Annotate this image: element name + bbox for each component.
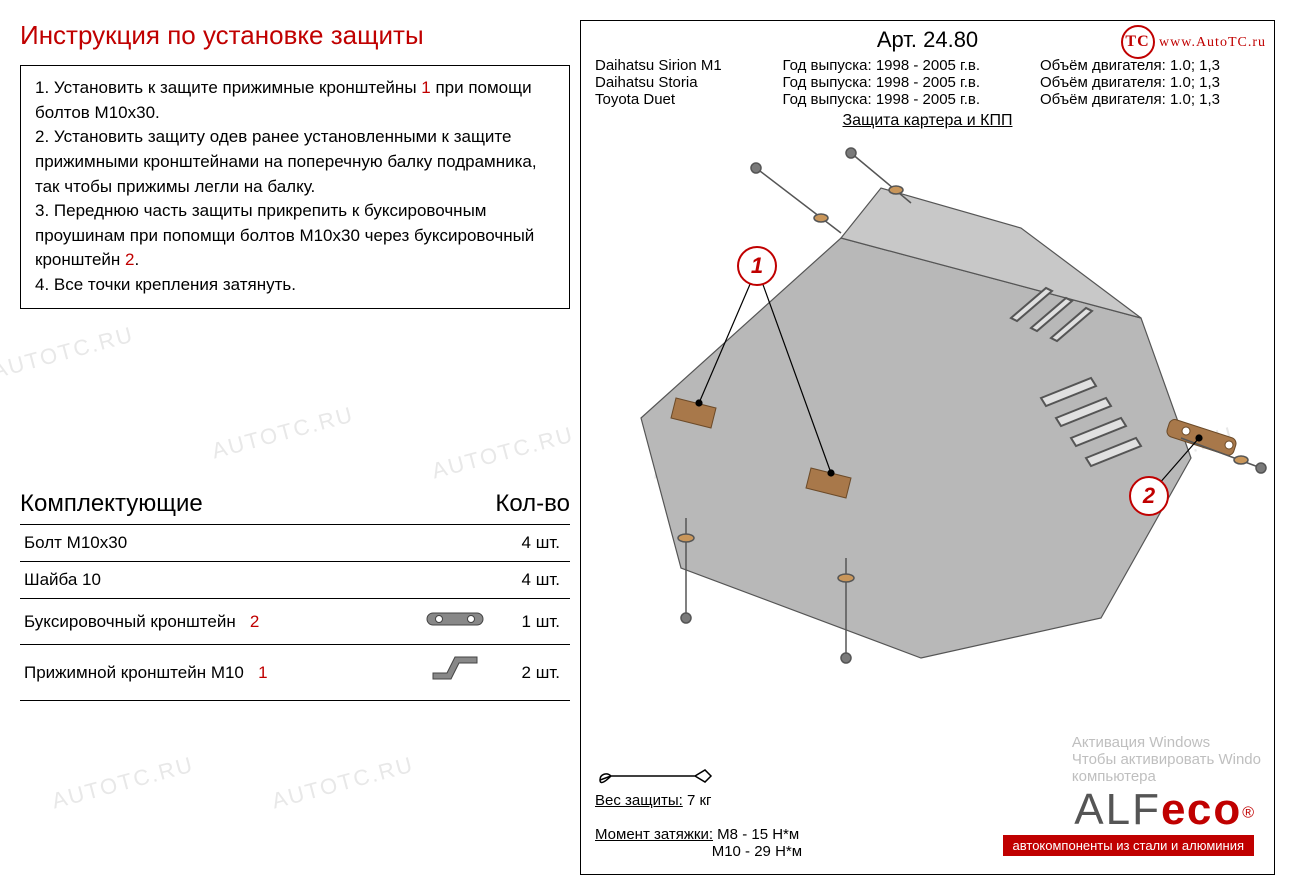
activ-l2: Чтобы активировать Windo xyxy=(1072,751,1261,768)
spec-model: Daihatsu Sirion M1 xyxy=(595,57,765,74)
site-stamp: TC www.AutoTC.ru xyxy=(1121,25,1266,59)
step3-ref: 2 xyxy=(125,250,134,269)
wrench-icon xyxy=(595,766,715,788)
step1-a: 1. Установить к защите прижимные кронште… xyxy=(35,78,421,97)
brand-logo: ALFесо® автокомпоненты из стали и алюмин… xyxy=(1003,785,1254,856)
comp-qty: 2 шт. xyxy=(490,645,570,701)
left-panel: Инструкция по установке защиты 1. Устано… xyxy=(20,20,570,309)
spec-year: Год выпуска: 1998 - 2005 г.в. xyxy=(783,74,1023,91)
comp-name: Прижимной кронштейн М10 1 xyxy=(20,645,420,701)
skid-plate-diagram xyxy=(581,138,1276,698)
table-row: Прижимной кронштейн М10 1 2 шт. xyxy=(20,645,570,701)
step4: 4. Все точки крепления затянуть. xyxy=(35,275,296,294)
table-row: Шайба 10 4 шт. xyxy=(20,562,570,599)
logo-r: ® xyxy=(1242,805,1254,822)
site-url: www.AutoTC.ru xyxy=(1159,35,1266,50)
spec-engine: Объём двигателя: 1.0; 1,3 xyxy=(1040,57,1260,74)
bracket-tow-icon xyxy=(420,599,490,645)
torque-2: М10 - 29 Н*м xyxy=(712,843,802,860)
spec-row: Toyota Duet Год выпуска: 1998 - 2005 г.в… xyxy=(595,91,1260,108)
comp-qty: 4 шт. xyxy=(490,562,570,599)
product-subtitle: Защита картера и КПП xyxy=(595,112,1260,130)
instructions-box: 1. Установить к защите прижимные кронште… xyxy=(20,65,570,309)
components-section: Комплектующие Кол-во Болт М10х30 4 шт. Ш… xyxy=(20,490,570,701)
components-header-left: Комплектующие xyxy=(20,490,203,518)
step3-b: . xyxy=(135,250,140,269)
step1-ref: 1 xyxy=(421,78,430,97)
footer-info: Вес защиты: 7 кг Момент затяжки: М8 - 15… xyxy=(595,766,802,860)
weight-value: 7 кг xyxy=(683,792,712,809)
torque-label: Момент затяжки: xyxy=(595,826,713,843)
components-header: Комплектующие Кол-во xyxy=(20,490,570,525)
activ-l3: компьютера xyxy=(1072,768,1156,785)
comp-qty: 4 шт. xyxy=(490,525,570,562)
weight-label: Вес защиты: xyxy=(595,792,683,809)
spec-row: Daihatsu Sirion M1 Год выпуска: 1998 - 2… xyxy=(595,57,1260,74)
bracket-clamp-icon xyxy=(420,645,490,701)
spec-table: Daihatsu Sirion M1 Год выпуска: 1998 - 2… xyxy=(581,53,1274,138)
logo-main: ALF xyxy=(1074,785,1161,834)
comp-label: Прижимной кронштейн М10 xyxy=(24,663,244,682)
callout-1: 1 xyxy=(737,246,777,286)
comp-name: Болт М10х30 xyxy=(20,525,420,562)
page-title: Инструкция по установке защиты xyxy=(20,20,570,51)
comp-name: Буксировочный кронштейн 2 xyxy=(20,599,420,645)
comp-ref: 2 xyxy=(250,612,259,631)
activ-l1: Активация Windows xyxy=(1072,734,1210,751)
watermark: AUTOTC.RU xyxy=(429,422,577,485)
table-row: Буксировочный кронштейн 2 1 шт. xyxy=(20,599,570,645)
torque-1: М8 - 15 Н*м xyxy=(713,826,799,843)
spec-row: Daihatsu Storia Год выпуска: 1998 - 2005… xyxy=(595,74,1260,91)
spec-model: Daihatsu Storia xyxy=(595,74,765,91)
spec-engine: Объём двигателя: 1.0; 1,3 xyxy=(1040,91,1260,108)
comp-ref: 1 xyxy=(258,663,267,682)
table-row: Болт М10х30 4 шт. xyxy=(20,525,570,562)
comp-qty: 1 шт. xyxy=(490,599,570,645)
spec-year: Год выпуска: 1998 - 2005 г.в. xyxy=(783,91,1023,108)
components-header-right: Кол-во xyxy=(495,490,570,518)
comp-name: Шайба 10 xyxy=(20,562,420,599)
watermark: AUTOTC.RU xyxy=(209,402,357,465)
comp-label: Буксировочный кронштейн xyxy=(24,612,236,631)
watermark: AUTOTC.RU xyxy=(0,322,137,385)
step3-a: 3. Переднюю часть защиты прикрепить к бу… xyxy=(35,201,534,269)
diagram-area: 1 2 xyxy=(581,138,1274,698)
logo-subtitle: автокомпоненты из стали и алюминия xyxy=(1003,835,1254,856)
watermark: AUTOTC.RU xyxy=(49,752,197,815)
tc-logo-icon: TC xyxy=(1121,25,1155,59)
spec-model: Toyota Duet xyxy=(595,91,765,108)
spec-year: Год выпуска: 1998 - 2005 г.в. xyxy=(783,57,1023,74)
spec-engine: Объём двигателя: 1.0; 1,3 xyxy=(1040,74,1260,91)
step2: 2. Установить защиту одев ранее установл… xyxy=(35,127,537,195)
callout-2: 2 xyxy=(1129,476,1169,516)
windows-activation-overlay: Активация Windows Чтобы активировать Win… xyxy=(1072,734,1261,785)
components-table: Болт М10х30 4 шт. Шайба 10 4 шт. Буксиро… xyxy=(20,525,570,701)
logo-eco: есо xyxy=(1161,785,1242,834)
watermark: AUTOTC.RU xyxy=(269,752,417,815)
